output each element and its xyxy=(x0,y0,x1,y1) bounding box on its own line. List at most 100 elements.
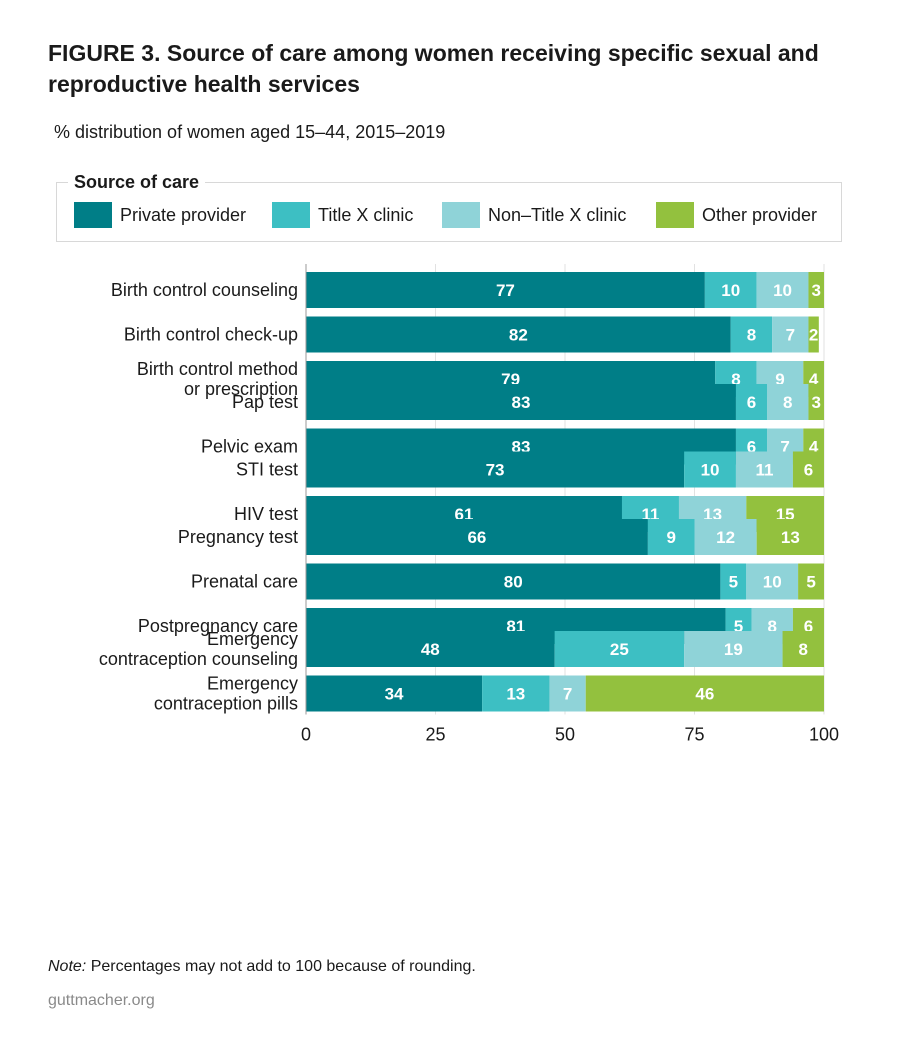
category-label: HIV test xyxy=(234,504,298,524)
x-tick-label: 100 xyxy=(809,725,839,745)
bar-value-label: 80 xyxy=(504,573,523,592)
bar-value-label: 19 xyxy=(724,640,743,659)
x-tick-label: 0 xyxy=(301,725,311,745)
bar-value-label: 13 xyxy=(781,528,800,547)
x-tick-label: 50 xyxy=(555,725,575,745)
category-label: Prenatal care xyxy=(191,572,298,592)
bar-value-label: 8 xyxy=(731,370,740,389)
bar-segment xyxy=(746,563,799,600)
category-label: Emergency xyxy=(207,674,298,694)
legend-item-private-provider: Private provider xyxy=(74,202,246,228)
bar-value-label: 4 xyxy=(809,370,819,389)
bar-value-label: 82 xyxy=(509,326,528,345)
bar-value-label: 6 xyxy=(747,393,756,412)
bar-value-label: 5 xyxy=(806,573,815,592)
legend-label-other-provider: Other provider xyxy=(702,204,818,225)
footnote: Note: Percentages may not add to 100 bec… xyxy=(48,958,476,976)
bar-value-label: 34 xyxy=(385,685,404,704)
x-tick-label: 75 xyxy=(684,725,704,745)
chart-title: FIGURE 3. Source of care among women rec… xyxy=(48,40,819,97)
category-label: Pelvic exam xyxy=(201,437,298,457)
bar-segment xyxy=(720,563,747,600)
bar-value-label: 7 xyxy=(780,438,789,457)
bar-segment xyxy=(782,631,824,667)
bar-value-label: 3 xyxy=(811,281,820,300)
bar-segment xyxy=(306,675,483,712)
bar-value-label: 8 xyxy=(783,393,792,412)
legend-swatch-private-provider xyxy=(74,202,112,228)
category-label: Pap test xyxy=(232,392,298,412)
bar-value-label: 9 xyxy=(775,370,784,389)
category-label: Birth control check-up xyxy=(124,325,298,345)
bar-value-label: 4 xyxy=(809,438,819,457)
bar-value-label: 10 xyxy=(763,573,782,592)
bar-segment xyxy=(772,316,809,353)
bar-value-label: 9 xyxy=(666,528,675,547)
bar-segment xyxy=(647,519,695,555)
legend-item-other-provider: Other provider xyxy=(656,202,817,228)
bar-value-label: 11 xyxy=(755,461,773,480)
bar-value-label: 83 xyxy=(512,393,531,412)
bar-segment xyxy=(808,384,824,420)
legend-swatch-title-x-clinic xyxy=(272,202,310,228)
bar-segment xyxy=(792,451,824,488)
bar-segment xyxy=(684,451,736,488)
bar-segment xyxy=(808,316,819,353)
bar-segment xyxy=(306,563,721,600)
bar-segment xyxy=(808,272,824,308)
bar-value-label: 10 xyxy=(721,281,740,300)
bar-segment xyxy=(585,675,824,712)
bar-value-label: 8 xyxy=(799,640,808,659)
bar-segment xyxy=(767,384,809,420)
bar-segment xyxy=(735,451,793,488)
category-label: STI test xyxy=(236,460,298,480)
bar-segment xyxy=(482,675,550,712)
source-credit: guttmacher.org xyxy=(48,992,155,1009)
chart-subtitle: % distribution of women aged 15–44, 2015… xyxy=(54,122,446,142)
bar-segment xyxy=(306,316,731,353)
bar-segment xyxy=(730,316,773,353)
bar-segment xyxy=(735,384,768,420)
bar-value-label: 6 xyxy=(804,617,813,636)
bar-segment xyxy=(306,631,555,667)
bar-segment xyxy=(704,272,757,308)
bar-value-label: 7 xyxy=(563,685,572,704)
bar-value-label: 46 xyxy=(695,685,714,704)
bar-value-label: 66 xyxy=(467,528,486,547)
bar-segment xyxy=(554,631,685,667)
bar-value-label: 73 xyxy=(486,461,505,480)
category-label: Pregnancy test xyxy=(178,527,298,547)
bar-value-label: 48 xyxy=(421,640,440,659)
bar-value-label: 12 xyxy=(716,528,735,547)
legend-item-title-x-clinic: Title X clinic xyxy=(272,202,413,228)
bar-value-label: 6 xyxy=(747,438,756,457)
bar-value-label: 6 xyxy=(804,461,813,480)
legend-label-private-provider: Private provider xyxy=(120,204,247,225)
bar-value-label: 8 xyxy=(767,617,776,636)
bar-value-label: 10 xyxy=(701,461,720,480)
category-label: Birth control counseling xyxy=(111,280,298,300)
bar-segment xyxy=(306,272,705,308)
category-label: Birth control method xyxy=(137,359,298,379)
bar-segment xyxy=(306,451,685,488)
bar-segment xyxy=(306,384,736,420)
legend-swatch-other-provider xyxy=(656,202,694,228)
legend-label-title-x-clinic: Title X clinic xyxy=(318,204,414,225)
category-label: contraception pills xyxy=(154,694,298,714)
bar-value-label: 3 xyxy=(811,393,820,412)
category-label: contraception counseling xyxy=(99,649,298,669)
category-label: Postpregnancy care xyxy=(138,616,298,636)
category-label: or prescription xyxy=(184,379,298,399)
bar-value-label: 13 xyxy=(506,685,525,704)
bar-segment xyxy=(306,519,648,555)
bar-segment xyxy=(756,519,824,555)
bar-value-label: 2 xyxy=(809,326,818,345)
bar-value-label: 5 xyxy=(729,573,738,592)
bar-segment xyxy=(756,272,809,308)
x-tick-label: 25 xyxy=(425,725,445,745)
bar-segment xyxy=(684,631,783,667)
bar-value-label: 8 xyxy=(747,326,756,345)
category-label: Emergency xyxy=(207,629,298,649)
bar-value-label: 25 xyxy=(610,640,629,659)
bar-value-label: 77 xyxy=(496,281,515,300)
